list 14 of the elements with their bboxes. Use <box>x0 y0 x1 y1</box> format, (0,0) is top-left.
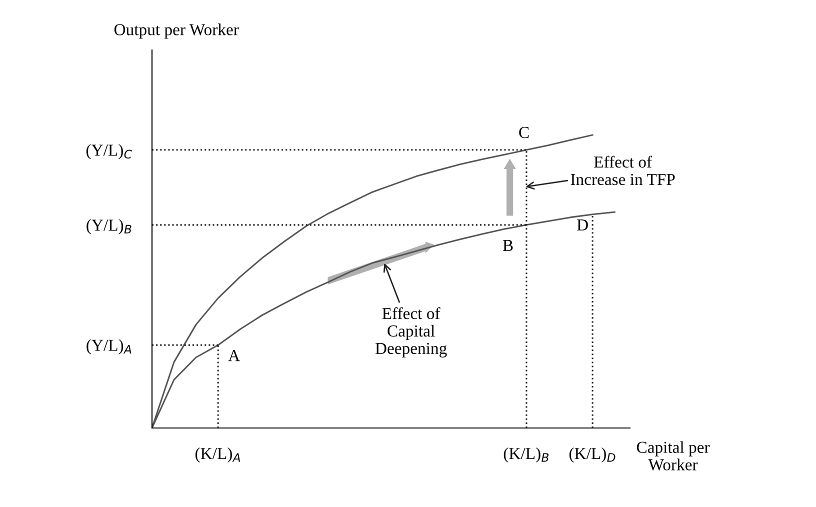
annotation: D <box>577 219 588 230</box>
ref-line-label: (Y/L)$_{B}$ <box>86 219 132 234</box>
x-tick-label: (K/L)$_{D}$ <box>569 447 616 463</box>
annotation: A <box>228 350 240 362</box>
x-tick-label: (K/L)$_{A}$ <box>195 447 240 463</box>
ref-line-label: (Y/L)$_{C}$ <box>86 144 132 160</box>
x-axis-title: Capital per Worker <box>636 441 710 470</box>
x-tick-label: (K/L)$_{B}$ <box>504 447 549 463</box>
text: Output per Worker <box>114 24 239 39</box>
ref-line-label: (Y/L)$_{A}$ <box>86 339 132 354</box>
annotation: Effect of Capital Deepening <box>375 307 447 358</box>
annotation: Effect of Increase in TFP <box>570 156 675 186</box>
annotation: B <box>502 240 513 251</box>
annotation: C <box>519 126 529 138</box>
